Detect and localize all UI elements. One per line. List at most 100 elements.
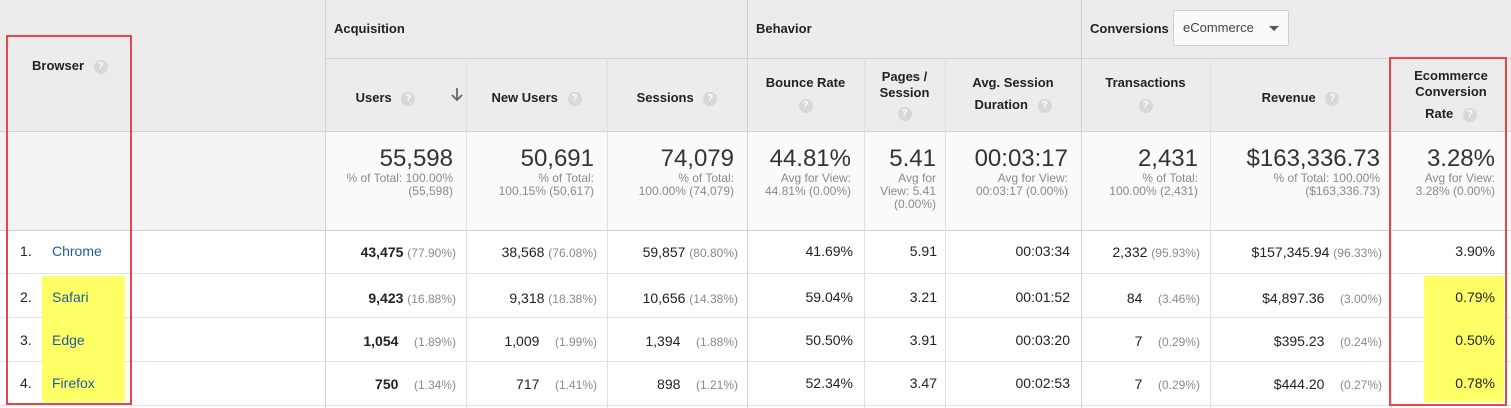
browser-column-header[interactable]: Browser ? <box>32 58 108 74</box>
arrow-down-icon[interactable] <box>450 87 464 103</box>
users-value: 750 <box>375 376 399 392</box>
help-icon[interactable]: ? <box>1325 91 1340 106</box>
avg-session-duration-column-header[interactable]: Avg. Session Duration ? <box>945 75 1081 113</box>
conv-rate-header-line1: Ecommerce <box>1414 68 1488 83</box>
help-icon[interactable]: ? <box>401 91 416 106</box>
summary-pages-session-sub1: Avg for <box>898 171 936 185</box>
summary-new-users-sub1: % of Total: <box>538 171 594 185</box>
summary-new-users-sub2: 100.15% (50,617) <box>498 184 594 198</box>
conv-rate-value: 0.78% <box>1455 375 1495 391</box>
help-icon[interactable]: ? <box>1462 107 1477 122</box>
users-value: 9,423 <box>368 290 404 306</box>
new-users-pct: (18.38%) <box>548 292 597 306</box>
transactions-value: 2,332 <box>1112 244 1148 260</box>
help-icon[interactable]: ? <box>897 106 912 121</box>
sessions-value: 1,394 <box>645 333 681 349</box>
transactions-value: 7 <box>1134 376 1143 392</box>
avg-session-value: 00:01:52 <box>1015 289 1071 305</box>
help-icon[interactable]: ? <box>798 98 813 113</box>
sessions-value: 898 <box>657 376 681 392</box>
new-users-value: 38,568 <box>501 244 545 260</box>
new-users-pct: (76.08%) <box>548 246 597 260</box>
browser-link[interactable]: Safari <box>52 289 89 305</box>
summary-conv-rate-value: 3.28% <box>1426 145 1495 172</box>
browser-link[interactable]: Firefox <box>52 375 95 391</box>
acquisition-group-header: Acquisition <box>334 21 405 36</box>
summary-revenue-sub2: ($163,336.73) <box>1305 184 1380 198</box>
summary-users: 55,598 % of Total: 100.00% (55,598) <box>325 146 453 198</box>
help-icon[interactable]: ? <box>1138 98 1153 113</box>
select-value: eCommerce <box>1183 20 1254 35</box>
pages-session-header-line1: Pages / <box>881 69 928 84</box>
browser-annotation-box <box>6 35 132 405</box>
users-value: 1,054 <box>363 333 399 349</box>
summary-sessions-value: 74,079 <box>660 145 734 172</box>
ecommerce-conversion-rate-column-header[interactable]: Ecommerce Conversion Rate ? <box>1391 68 1511 122</box>
revenue-column-header[interactable]: Revenue ? <box>1210 90 1391 106</box>
browser-link[interactable]: Chrome <box>52 243 102 259</box>
summary-transactions-value: 2,431 <box>1137 145 1198 172</box>
avg-session-value: 00:03:20 <box>1015 332 1071 348</box>
users-pct: (16.88%) <box>407 292 456 306</box>
sessions-header-label: Sessions <box>636 90 694 105</box>
transactions-value: 7 <box>1134 333 1143 349</box>
bounce-rate-column-header[interactable]: Bounce Rate ? <box>747 75 864 113</box>
sessions-pct: (14.38%) <box>689 292 738 306</box>
table-row[interactable]: 2. Safari 9,423 (16.88%) 9,318 (18.38%) … <box>0 274 1511 317</box>
summary-transactions-sub2: 100.00% (2,431) <box>1109 184 1198 198</box>
summary-pages-session: 5.41 Avg for View: 5.41 (0.00%) <box>864 146 936 211</box>
summary-new-users: 50,691 % of Total: 100.15% (50,617) <box>466 146 594 198</box>
summary-revenue-value: $163,336.73 <box>1246 145 1380 172</box>
summary-row <box>325 131 1511 230</box>
new-users-pct: (1.99%) <box>554 335 597 349</box>
transactions-header-label: Transactions <box>1105 75 1186 90</box>
new-users-column-header[interactable]: New Users ? <box>466 90 607 106</box>
table-row[interactable]: 4. Firefox 750 (1.34%) 717 (1.41%) 898 (… <box>0 362 1511 405</box>
transactions-value: 84 <box>1126 290 1143 306</box>
transactions-column-header[interactable]: Transactions ? <box>1081 75 1210 113</box>
summary-revenue: $163,336.73 % of Total: 100.00% ($163,33… <box>1210 146 1380 198</box>
help-icon[interactable]: ? <box>93 59 108 74</box>
revenue-value: $4,897.36 <box>1262 290 1325 306</box>
summary-avg-session-sub1: Avg for View: <box>997 171 1068 185</box>
revenue-pct: (96.33%) <box>1333 246 1382 260</box>
summary-users-sub2: (55,598) <box>408 184 453 198</box>
pages-session-value: 5.91 <box>909 243 937 259</box>
summary-transactions: 2,431 % of Total: 100.00% (2,431) <box>1081 146 1198 198</box>
bounce-rate-value: 52.34% <box>805 375 853 391</box>
bounce-rate-value: 50.50% <box>805 332 853 348</box>
revenue-pct: (3.00%) <box>1339 292 1382 306</box>
conv-rate-value: 0.50% <box>1455 332 1495 348</box>
summary-bounce-rate-sub1: Avg for View: <box>780 171 851 185</box>
row-number: 1. <box>20 243 32 259</box>
row-number: 2. <box>20 289 32 305</box>
revenue-value: $444.20 <box>1273 376 1325 392</box>
users-header-label: Users <box>355 90 392 105</box>
help-icon[interactable]: ? <box>567 91 582 106</box>
sessions-column-header[interactable]: Sessions ? <box>607 90 747 106</box>
summary-sessions: 74,079 % of Total: 100.00% (74,079) <box>607 146 734 198</box>
users-pct: (77.90%) <box>407 246 456 260</box>
summary-new-users-value: 50,691 <box>520 145 594 172</box>
pages-session-column-header[interactable]: Pages / Session ? <box>864 69 945 121</box>
table-row[interactable]: 3. Edge 1,054 (1.89%) 1,009 (1.99%) 1,39… <box>0 318 1511 361</box>
transactions-pct: (0.29%) <box>1157 378 1200 392</box>
row-number: 4. <box>20 375 32 391</box>
summary-avg-session: 00:03:17 Avg for View: 00:03:17 (0.00%) <box>945 146 1068 198</box>
summary-sessions-sub1: % of Total: <box>678 171 734 185</box>
help-icon[interactable]: ? <box>703 91 718 106</box>
sessions-pct: (1.88%) <box>695 335 738 349</box>
conv-rate-header-line2: Conversion <box>1415 84 1487 99</box>
browser-link[interactable]: Edge <box>52 332 85 348</box>
new-users-value: 717 <box>516 376 540 392</box>
summary-transactions-sub1: % of Total: <box>1142 171 1198 185</box>
help-icon[interactable]: ? <box>1037 98 1052 113</box>
pages-session-header-line2: Session <box>879 85 930 100</box>
users-column-header[interactable]: Users ? <box>325 90 466 106</box>
revenue-value: $395.23 <box>1273 333 1325 349</box>
conversions-goal-select[interactable]: eCommerce <box>1173 10 1289 46</box>
users-value: 43,475 <box>360 244 404 260</box>
revenue-pct: (0.24%) <box>1339 335 1382 349</box>
avg-session-header-line1: Avg. Session <box>972 75 1054 90</box>
table-row[interactable]: 1. Chrome 43,475 (77.90%) 38,568 (76.08%… <box>0 231 1511 273</box>
